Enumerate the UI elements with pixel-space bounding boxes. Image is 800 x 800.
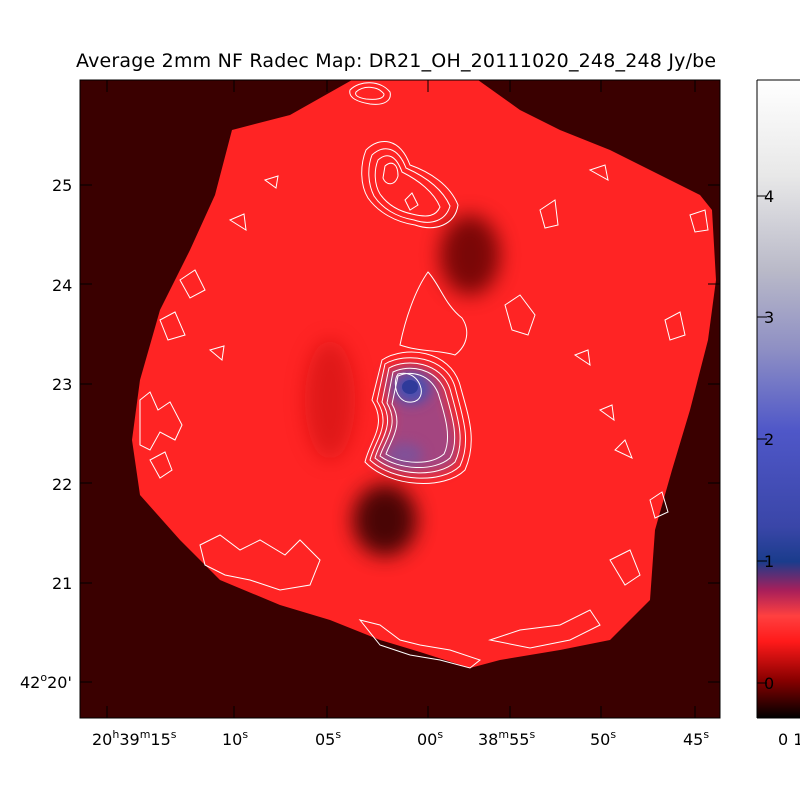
page-title: Average 2mm NF Radec Map: DR21_OH_201110… (76, 50, 717, 72)
colorbar-tick-0: 0 (764, 674, 774, 693)
dark-lane-north (440, 215, 500, 295)
x-tick-label-4: 00s (417, 728, 443, 749)
colorbar-tick-4: 4 (764, 187, 774, 206)
y-tick-label-24: 24 (52, 276, 72, 295)
colorbar: 4 3 2 1 0 0 1 (756, 79, 800, 749)
x-tick-label-3: 05s (315, 728, 341, 749)
contours (139, 82, 709, 669)
x-tick-label-6: 50s (590, 728, 616, 749)
colorbar-bottom-label: 0 1 (778, 730, 800, 749)
colorbar-tick-2: 2 (764, 430, 774, 449)
map-image (80, 80, 720, 718)
colorbar-tick-1: 1 (764, 552, 774, 571)
x-axis-ticks (106, 80, 696, 718)
dark-lane-west (305, 340, 355, 460)
y-axis-ticks (80, 184, 720, 683)
x-tick-label-7: 45s (683, 728, 709, 749)
colorbar-gradient (757, 80, 800, 718)
plot-frame (79, 79, 721, 719)
x-tick-label-5: 38m55s (478, 728, 535, 749)
x-tick-label-2: 10s (222, 728, 248, 749)
y-tick-label-22: 22 (52, 475, 72, 494)
colorbar-tick-3: 3 (764, 308, 774, 327)
dark-lane-south (353, 484, 417, 556)
y-tick-label-20: 42o20' (20, 671, 72, 692)
y-tick-label-21: 21 (52, 574, 72, 593)
x-tick-label-1: 20h39m15s (92, 728, 177, 749)
y-tick-label-23: 23 (52, 375, 72, 394)
y-tick-label-25: 25 (52, 176, 72, 195)
